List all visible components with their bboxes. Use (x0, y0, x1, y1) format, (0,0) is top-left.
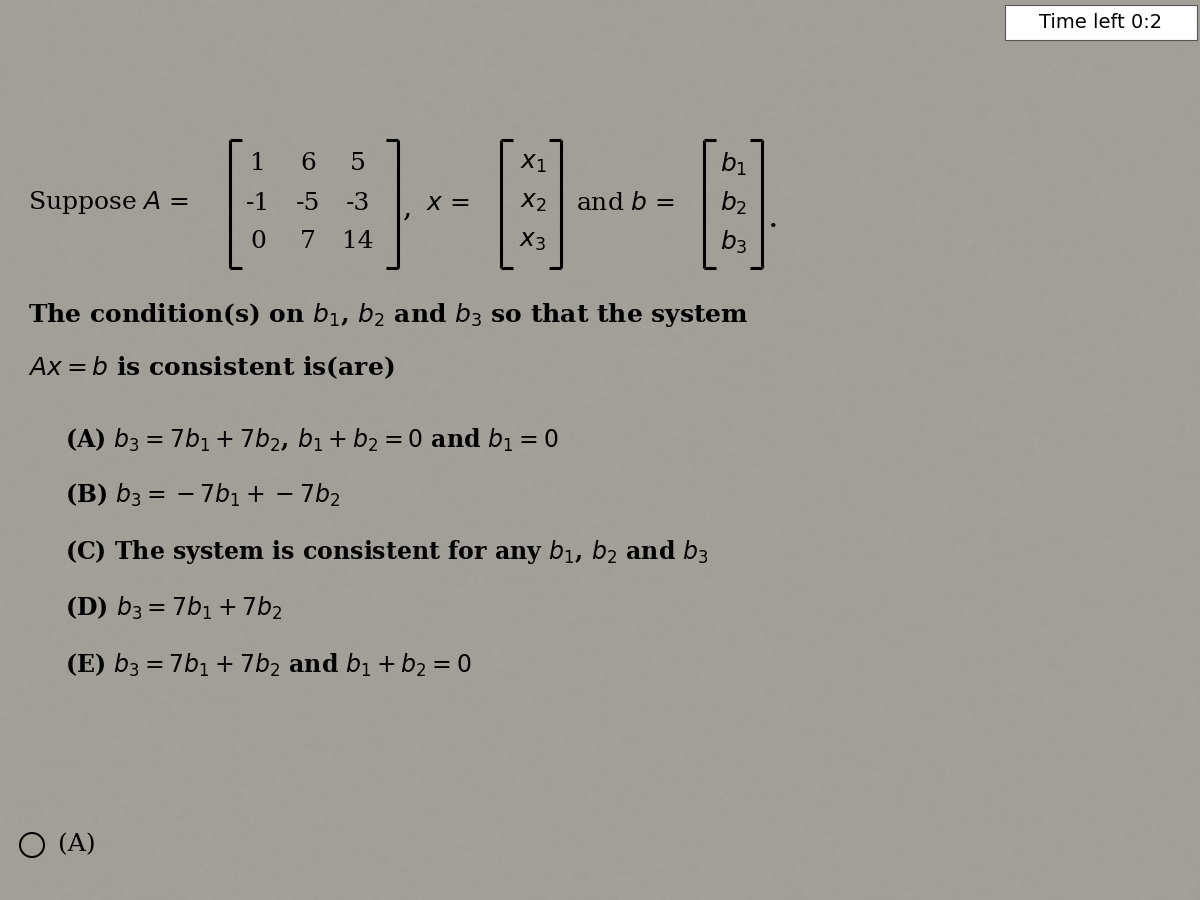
Text: -5: -5 (296, 192, 320, 214)
Text: $x_2$: $x_2$ (520, 192, 546, 214)
Text: (D) $b_3 = 7b_1 + 7b_2$: (D) $b_3 = 7b_1 + 7b_2$ (65, 594, 282, 622)
Text: and $b$ =: and $b$ = (576, 192, 676, 214)
Text: $Ax = b$ is consistent is(are): $Ax = b$ is consistent is(are) (28, 355, 395, 382)
Text: 5: 5 (350, 152, 366, 176)
Text: 14: 14 (342, 230, 374, 254)
Text: (E) $b_3 = 7b_1 + 7b_2$ and $b_1 + b_2 = 0$: (E) $b_3 = 7b_1 + 7b_2$ and $b_1 + b_2 =… (65, 652, 472, 679)
FancyBboxPatch shape (1006, 5, 1198, 40)
Text: (A): (A) (58, 833, 96, 857)
Text: $b_3$: $b_3$ (720, 229, 748, 256)
Text: Time left 0:2: Time left 0:2 (1039, 13, 1163, 32)
Text: 6: 6 (300, 152, 316, 176)
Text: $x_1$: $x_1$ (520, 152, 546, 176)
Text: 1: 1 (250, 152, 266, 176)
Text: -1: -1 (246, 192, 270, 214)
Text: $b_2$: $b_2$ (720, 189, 748, 217)
Text: 7: 7 (300, 230, 316, 254)
Text: (B) $b_3 = -7b_1 + -7b_2$: (B) $b_3 = -7b_1 + -7b_2$ (65, 482, 340, 508)
Text: Suppose $A$ =: Suppose $A$ = (28, 190, 190, 217)
Text: ,: , (403, 194, 413, 222)
Text: 0: 0 (250, 230, 266, 254)
Text: (C) The system is consistent for any $b_1$, $b_2$ and $b_3$: (C) The system is consistent for any $b_… (65, 538, 709, 566)
Text: The condition(s) on $b_1$, $b_2$ and $b_3$ so that the system: The condition(s) on $b_1$, $b_2$ and $b_… (28, 301, 749, 329)
Text: (A) $b_3 = 7b_1 + 7b_2$, $b_1 + b_2 = 0$ and $b_1 = 0$: (A) $b_3 = 7b_1 + 7b_2$, $b_1 + b_2 = 0$… (65, 427, 558, 454)
Text: $b_1$: $b_1$ (720, 150, 748, 177)
Text: .: . (768, 202, 779, 234)
Text: -3: -3 (346, 192, 370, 214)
Text: $x_3$: $x_3$ (520, 230, 546, 254)
Text: $x$ =: $x$ = (426, 192, 469, 214)
